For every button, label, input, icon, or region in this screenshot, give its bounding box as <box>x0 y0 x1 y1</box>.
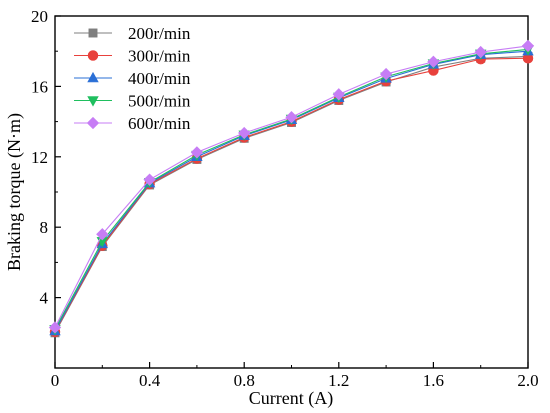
x-tick-label: 1.2 <box>328 371 349 390</box>
data-point <box>521 39 535 53</box>
x-tick-label: 1.6 <box>423 371 444 390</box>
y-tick-label: 4 <box>40 289 49 308</box>
series-line <box>54 55 529 334</box>
legend-label: 200r/min <box>128 24 191 43</box>
series-line <box>54 48 529 330</box>
data-point <box>285 111 298 124</box>
legend-item: 500r/min <box>74 92 191 111</box>
x-tick-label: 2.0 <box>517 371 538 390</box>
data-point <box>474 45 487 59</box>
data-point <box>332 88 345 101</box>
legend-marker <box>88 28 98 38</box>
x-tick-label: 0 <box>51 371 60 390</box>
series-600r-min <box>48 39 535 334</box>
legend: 200r/min 300r/min 400r/min 500r/min 600r/min <box>74 24 191 133</box>
legend-label: 300r/min <box>128 47 191 66</box>
legend-label: 500r/min <box>128 92 191 111</box>
series-300r-min <box>49 53 534 338</box>
plot-frame <box>54 15 529 369</box>
series-line <box>54 57 529 333</box>
data-point <box>379 67 393 81</box>
y-tick-label: 8 <box>40 218 49 237</box>
legend-label: 600r/min <box>128 114 191 133</box>
x-tick-label: 0.4 <box>139 371 161 390</box>
x-axis-label: Current (A) <box>249 388 333 409</box>
y-tick-label: 12 <box>31 148 48 167</box>
series-400r-min <box>49 45 534 336</box>
series-line <box>54 50 529 332</box>
legend-marker <box>86 116 100 130</box>
legend-label: 400r/min <box>128 69 191 88</box>
series-layer <box>48 39 535 338</box>
legend-item: 300r/min <box>74 47 191 66</box>
data-point <box>238 126 251 140</box>
legend-marker <box>87 71 99 83</box>
data-point <box>48 321 62 334</box>
legend-item: 200r/min <box>74 24 191 43</box>
axis-ticks: 0 0.4 0.8 1.2 1.6 2.0 4 8 12 16 20 <box>31 7 539 390</box>
series-500r-min <box>49 45 534 336</box>
legend-marker <box>87 96 99 107</box>
y-tick-label: 16 <box>31 77 48 96</box>
legend-item: 400r/min <box>74 69 191 88</box>
data-point <box>143 173 156 186</box>
x-tick-label: 0.8 <box>234 371 255 390</box>
legend-item: 600r/min <box>74 114 191 133</box>
legend-marker <box>87 50 99 61</box>
data-point <box>96 228 109 241</box>
series-200r-min <box>50 52 533 338</box>
data-point <box>427 55 440 68</box>
y-tick-label: 20 <box>31 7 48 26</box>
series-line <box>54 45 529 328</box>
data-point <box>190 146 204 159</box>
y-axis-label: Braking torque (N·m) <box>4 113 25 271</box>
